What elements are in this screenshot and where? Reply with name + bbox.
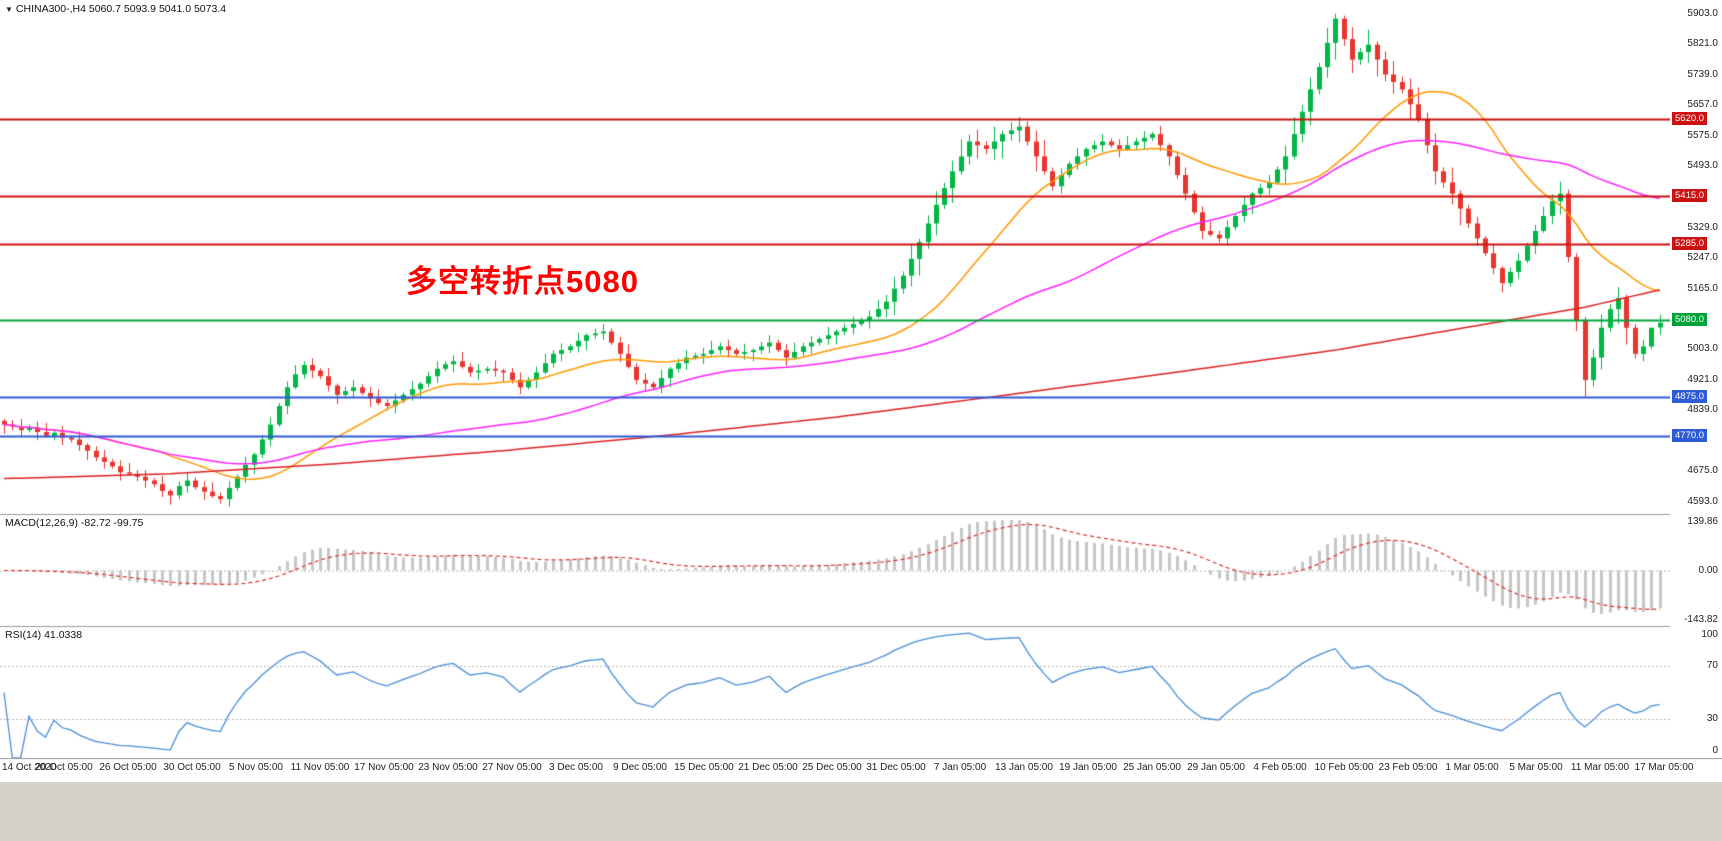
date-label: 23 Feb 05:00 [1378, 762, 1438, 773]
macd-tick-label: 0.00 [1698, 564, 1718, 576]
level-price-tag: 5080.0 [1672, 313, 1708, 327]
macd-legend: MACD(12,26,9) -82.72 -99.75 [5, 517, 144, 529]
price-tick-label: 5657.0 [1687, 99, 1718, 111]
price-axis-column[interactable] [1670, 0, 1722, 758]
rsi-legend: RSI(14) 41.0338 [5, 629, 83, 641]
date-label: 25 Dec 05:00 [802, 762, 862, 773]
price-tick-label: 5903.0 [1687, 7, 1718, 19]
bottom-strip [0, 782, 1722, 841]
chart-canvas[interactable] [0, 0, 1722, 782]
date-label: 21 Dec 05:00 [738, 762, 798, 773]
price-tick-label: 4839.0 [1687, 404, 1718, 416]
date-label: 27 Nov 05:00 [482, 762, 542, 773]
price-tick-label: 5821.0 [1687, 38, 1718, 50]
date-label: 26 Oct 05:00 [99, 762, 157, 773]
date-label: 14 Oct 2020 [2, 762, 57, 773]
price-tick-label: 4675.0 [1687, 465, 1718, 477]
date-label: 20 Oct 05:00 [35, 762, 93, 773]
macd-tick-label: -143.82 [1684, 614, 1718, 625]
date-label: 17 Nov 05:00 [354, 762, 414, 773]
date-label: 5 Nov 05:00 [229, 762, 283, 773]
level-price-tag: 5415.0 [1672, 188, 1708, 202]
rsi-tick-label: 70 [1706, 660, 1718, 672]
price-tick-label: 5575.0 [1687, 129, 1718, 141]
price-tick-label: 4921.0 [1687, 373, 1718, 385]
date-label: 10 Feb 05:00 [1314, 762, 1374, 773]
price-tick-label: 5003.0 [1687, 342, 1718, 354]
rsi-tick-label: 0 [1712, 745, 1718, 756]
date-label: 9 Dec 05:00 [613, 762, 667, 773]
price-tick-label: 5739.0 [1687, 68, 1718, 80]
date-label: 4 Feb 05:00 [1253, 762, 1307, 773]
symbol-ohlc-values: 5060.7 5093.9 5041.0 5073.4 [88, 3, 227, 15]
date-label: 31 Dec 05:00 [866, 762, 926, 773]
date-label: 30 Oct 05:00 [163, 762, 221, 773]
date-label: 15 Dec 05:00 [674, 762, 734, 773]
date-label: 17 Mar 05:00 [1634, 762, 1694, 773]
price-tick-label: 5247.0 [1687, 252, 1718, 264]
date-label: 11 Mar 05:00 [1570, 762, 1630, 773]
date-label: 19 Jan 05:00 [1059, 762, 1117, 773]
symbol-name: CHINA300-,H4 [15, 3, 86, 15]
rsi-tick-label: 100 [1701, 629, 1718, 640]
rsi-tick-label: 30 [1706, 712, 1718, 724]
price-tick-label: 5493.0 [1687, 160, 1718, 172]
date-label: 3 Dec 05:00 [549, 762, 603, 773]
date-label: 5 Mar 05:00 [1509, 762, 1563, 773]
price-tick-label: 4593.0 [1687, 495, 1718, 507]
price-tick-label: 5329.0 [1687, 221, 1718, 233]
date-label: 25 Jan 05:00 [1123, 762, 1181, 773]
symbol-legend: ▼ CHINA300-,H4 5060.7 5093.9 5041.0 5073.… [5, 3, 226, 15]
date-label: 29 Jan 05:00 [1187, 762, 1245, 773]
date-label: 1 Mar 05:00 [1445, 762, 1499, 773]
date-label: 23 Nov 05:00 [418, 762, 478, 773]
level-price-tag: 5285.0 [1672, 236, 1708, 250]
date-label: 11 Nov 05:00 [290, 762, 350, 773]
date-label: 7 Jan 05:00 [933, 762, 987, 773]
date-label: 13 Jan 05:00 [995, 762, 1053, 773]
macd-tick-label: 139.86 [1687, 516, 1718, 527]
price-tick-label: 5165.0 [1687, 282, 1718, 294]
level-price-tag: 5620.0 [1672, 112, 1708, 126]
chart-annotation-text[interactable]: 多空转折点5080 [406, 264, 639, 299]
level-price-tag: 4770.0 [1672, 428, 1708, 442]
collapse-arrow-icon[interactable]: ▼ [5, 5, 13, 14]
level-price-tag: 4875.0 [1672, 389, 1708, 403]
